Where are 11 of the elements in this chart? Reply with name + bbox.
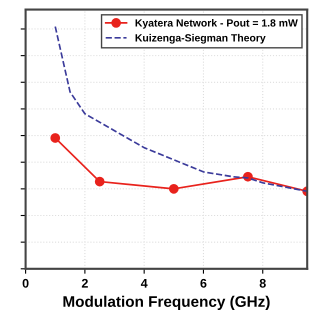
legend-label: Kyatera Network - Pout = 1.8 mW <box>136 18 298 29</box>
x-axis-title: Modulation Frequency (GHz) <box>63 296 270 310</box>
point <box>50 133 60 143</box>
x-tick-label: 4 <box>140 278 148 288</box>
x-tick-label: 0 <box>22 278 29 288</box>
point <box>168 184 179 194</box>
x-tick-label: 6 <box>200 278 206 288</box>
x-tick-label: 8 <box>260 278 266 288</box>
legend-label: Kuizenga-Siegman Theory <box>136 34 266 44</box>
point <box>94 176 105 186</box>
x-tick-label: 2 <box>82 278 88 288</box>
